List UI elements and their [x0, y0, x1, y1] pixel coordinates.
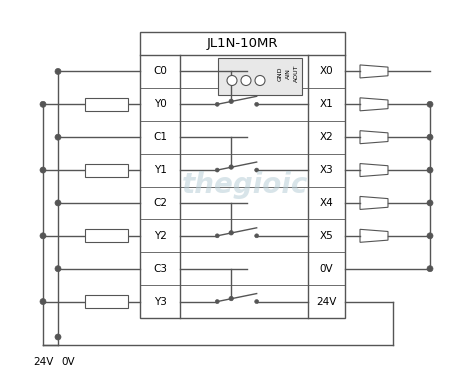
Polygon shape — [180, 55, 308, 318]
Text: Y3: Y3 — [153, 296, 166, 307]
Circle shape — [427, 200, 433, 206]
Circle shape — [427, 167, 433, 173]
Circle shape — [229, 296, 234, 301]
Text: thegioic: thegioic — [182, 171, 308, 199]
Circle shape — [229, 231, 234, 235]
Text: Y0: Y0 — [154, 99, 166, 109]
Circle shape — [427, 134, 433, 140]
Circle shape — [255, 234, 259, 238]
Circle shape — [241, 75, 251, 85]
Circle shape — [215, 168, 219, 172]
Text: X5: X5 — [320, 231, 333, 241]
Text: X0: X0 — [320, 66, 333, 77]
Circle shape — [255, 102, 259, 106]
Text: X1: X1 — [320, 99, 333, 109]
Circle shape — [55, 200, 61, 206]
Text: X3: X3 — [320, 165, 333, 175]
Text: 0V: 0V — [320, 264, 333, 274]
Circle shape — [427, 266, 433, 272]
Circle shape — [55, 334, 61, 340]
Circle shape — [40, 233, 46, 239]
Text: X4: X4 — [320, 198, 333, 208]
Text: GND: GND — [278, 66, 282, 81]
Circle shape — [40, 101, 46, 107]
Text: AOUT: AOUT — [294, 65, 298, 82]
Text: X2: X2 — [320, 132, 333, 142]
Text: 24V: 24V — [316, 296, 337, 307]
Circle shape — [255, 75, 265, 85]
Text: C1: C1 — [153, 132, 167, 142]
Circle shape — [215, 102, 219, 106]
Text: AIN: AIN — [286, 68, 290, 79]
Circle shape — [40, 167, 46, 173]
Circle shape — [255, 168, 259, 172]
Circle shape — [227, 75, 237, 85]
Text: JL1N-10MR: JL1N-10MR — [207, 37, 278, 50]
Circle shape — [55, 134, 61, 140]
Text: C3: C3 — [153, 264, 167, 274]
Circle shape — [55, 266, 61, 272]
Text: 0V: 0V — [61, 357, 75, 367]
Circle shape — [427, 101, 433, 107]
Polygon shape — [85, 295, 128, 308]
Circle shape — [215, 234, 219, 238]
Text: Y2: Y2 — [153, 231, 166, 241]
Circle shape — [215, 299, 219, 304]
Text: C0: C0 — [153, 66, 167, 77]
Text: Y1: Y1 — [153, 165, 166, 175]
Polygon shape — [218, 58, 302, 95]
Polygon shape — [85, 229, 128, 242]
Circle shape — [427, 233, 433, 239]
Polygon shape — [140, 32, 345, 318]
Text: C2: C2 — [153, 198, 167, 208]
Circle shape — [229, 165, 234, 169]
Text: 24V: 24V — [33, 357, 53, 367]
Circle shape — [55, 69, 61, 74]
Polygon shape — [85, 98, 128, 111]
Circle shape — [255, 299, 259, 304]
Polygon shape — [85, 163, 128, 176]
Circle shape — [40, 299, 46, 304]
Circle shape — [229, 99, 234, 104]
